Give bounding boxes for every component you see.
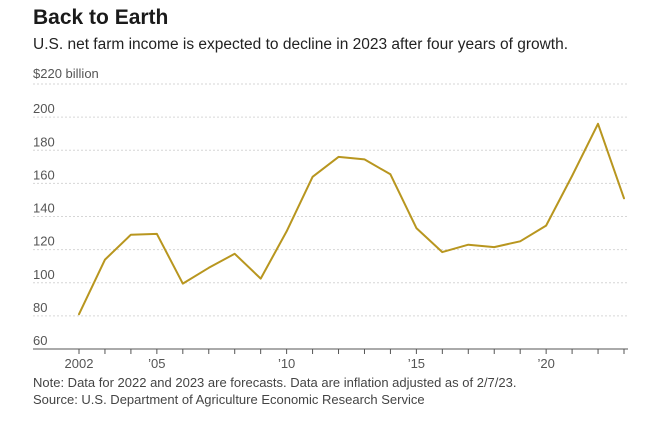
x-tick-label: ’10 [278, 356, 295, 371]
y-tick-label: 200 [33, 101, 55, 116]
y-tick-label: 180 [33, 134, 55, 149]
series-line-net-farm-income [78, 122, 625, 316]
gridlines [33, 83, 628, 317]
y-tick-label: 140 [33, 201, 55, 216]
x-tick-label: ’15 [408, 356, 425, 371]
chart-note: Note: Data for 2022 and 2023 are forecas… [33, 375, 517, 390]
x-axis: 2002 ’05 ’10 ’15 ’20 [33, 348, 628, 371]
chart-subtitle: U.S. net farm income is expected to decl… [33, 36, 569, 53]
y-tick-label: 160 [33, 167, 55, 182]
x-tick-label: ’20 [537, 356, 554, 371]
y-tick-label: 80 [33, 300, 47, 315]
x-tick-label: ’05 [148, 356, 165, 371]
chart-source: Source: U.S. Department of Agriculture E… [33, 392, 425, 407]
series-layer [78, 122, 625, 316]
y-tick-label: 60 [33, 333, 47, 348]
y-axis-top-label: $220 billion [33, 66, 99, 81]
y-tick-label: 120 [33, 234, 55, 249]
y-axis-ticks: 60 80 100 120 140 160 180 200 [33, 101, 55, 348]
chart-notes: Note: Data for 2022 and 2023 are forecas… [33, 374, 516, 408]
chart-title: Back to Earth [33, 6, 169, 29]
y-tick-label: 100 [33, 267, 55, 282]
x-tick-label: 2002 [65, 356, 94, 371]
